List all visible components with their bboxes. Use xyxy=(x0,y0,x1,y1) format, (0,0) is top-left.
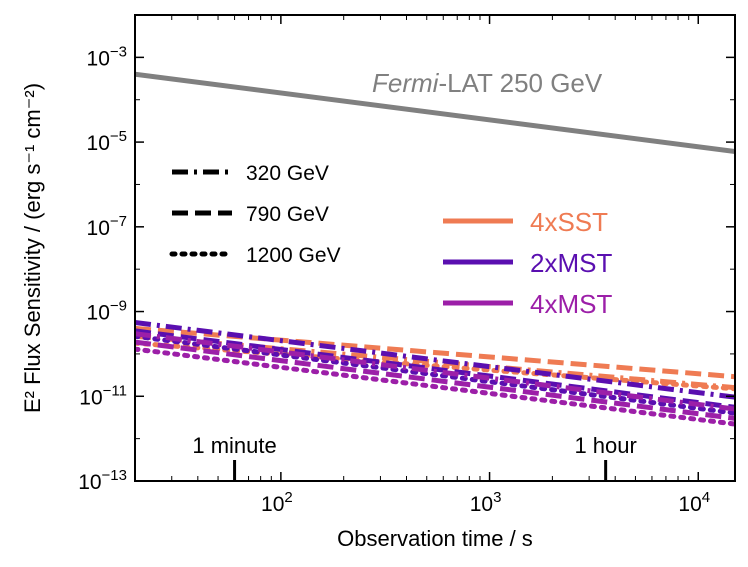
x-tick-label: 103 xyxy=(470,489,502,516)
series-line-fermi-lat-250-gev xyxy=(135,71,735,154)
legend-array-label: 2xMST xyxy=(530,248,612,278)
x-tick-label: 104 xyxy=(678,489,710,516)
series-line-4xmst-790-gev xyxy=(135,339,735,421)
series-line-2xmst-320-gev xyxy=(135,320,735,400)
x-axis-title: Observation time / s xyxy=(337,526,533,551)
series-line-4xmst-1200-gev xyxy=(135,346,735,427)
y-tick-label: 10−13 xyxy=(78,467,127,494)
x-tick-label: 102 xyxy=(261,489,293,516)
y-tick-label: 10−3 xyxy=(87,43,127,70)
y-tick-label: 10−11 xyxy=(79,382,127,409)
y-axis-title: E² Flux Sensitivity / (erg s⁻¹ cm⁻²) xyxy=(20,83,45,413)
legend-energy-label: 320 GeV xyxy=(246,162,329,185)
y-tick-label: 10−7 xyxy=(87,213,127,240)
legend-energy-label: 1200 GeV xyxy=(246,244,341,267)
series-line-2xmst-1200-gev xyxy=(135,333,735,416)
legend-array-label: 4xMST xyxy=(530,289,612,319)
legend-array-label: 4xSST xyxy=(530,207,608,237)
y-tick-label: 10−9 xyxy=(87,298,127,325)
y-tick-label: 10−5 xyxy=(87,128,127,155)
time-marker-label: 1 hour xyxy=(574,433,636,458)
time-marker-label: 1 minute xyxy=(192,433,276,458)
plot-frame xyxy=(134,14,736,482)
legend-energy-label: 790 GeV xyxy=(246,203,329,226)
series-line-4xmst-320-gev xyxy=(135,331,735,412)
fermi-label: Fermi-LAT 250 GeV xyxy=(372,68,603,98)
